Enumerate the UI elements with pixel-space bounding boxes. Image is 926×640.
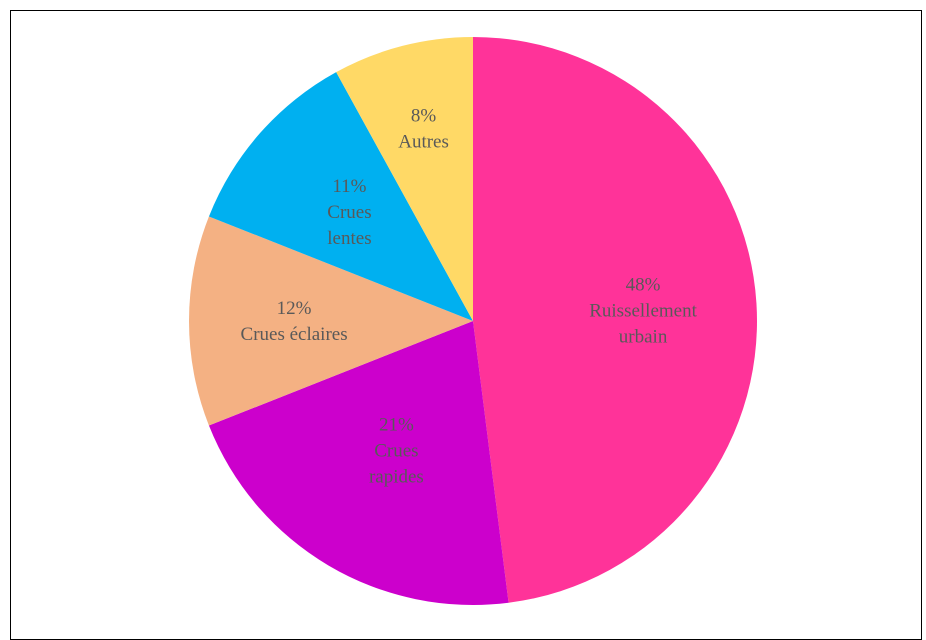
pie-slice-1 (208, 321, 509, 605)
pie-label-3-line-1: Crues (327, 202, 371, 223)
pie-label-1-line-0: 21% (379, 415, 414, 436)
pie-slice-4 (336, 37, 473, 321)
pie-label-2-line-1: Crues éclaires (241, 324, 348, 345)
pie-label-3-line-2: lentes (327, 228, 371, 249)
pie-label-1-line-2: rapides (369, 467, 424, 488)
pie-label-1-line-1: Crues (374, 441, 418, 462)
pie-label-1: 21% Crues rapides (369, 415, 424, 488)
pie-label-4-line-0: 8% (411, 105, 437, 126)
pie-label-3: 11% Crues lentes (327, 176, 371, 249)
pie-slice-2 (189, 216, 474, 426)
pie-label-2: 12% Crues éclaires (241, 298, 348, 345)
pie-label-2-line-0: 12% (277, 298, 312, 319)
pie-label-0-line-1: Ruissellement (589, 300, 697, 321)
pie-label-0-line-2: urbain (619, 326, 668, 347)
pie-label-0-line-0: 48% (626, 274, 661, 295)
pie-label-3-line-0: 11% (332, 176, 366, 197)
pie-label-0: 48% Ruissellement urbain (589, 274, 697, 347)
pie-slice-3 (208, 72, 473, 321)
pie-slice-0 (473, 37, 757, 603)
pie-label-4: 8% Autres (398, 105, 449, 152)
pie-label-4-line-1: Autres (398, 131, 449, 152)
